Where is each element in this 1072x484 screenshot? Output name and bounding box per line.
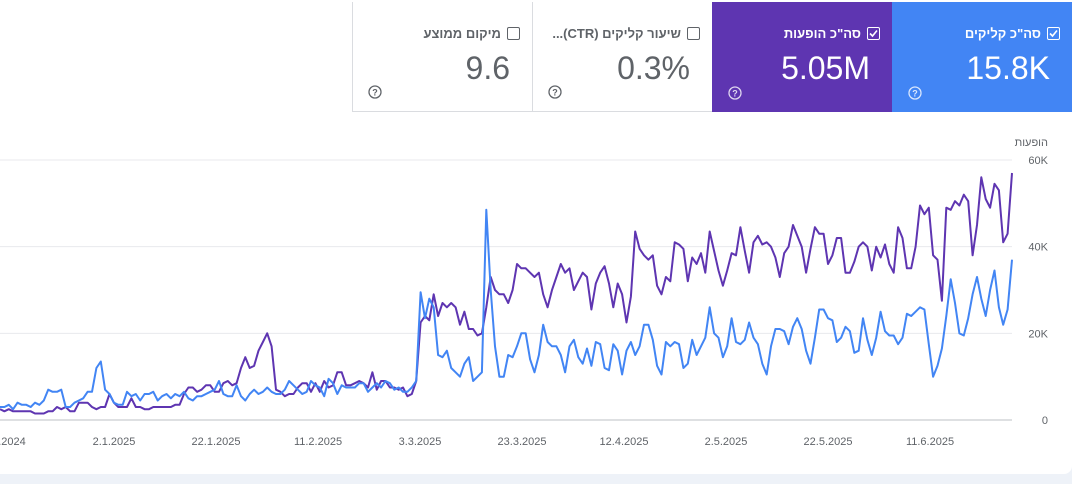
chart-series	[0, 172, 1013, 415]
metric-value-avg-position: 9.6	[465, 50, 510, 86]
checkbox-clicks[interactable]	[1047, 27, 1060, 40]
y-tick-label: 20K	[1028, 328, 1048, 340]
svg-text:?: ?	[552, 88, 558, 98]
checkbox-avg-position[interactable]	[507, 27, 520, 40]
y-axis-ticks: 0 20K 40K 60K	[1028, 155, 1048, 427]
x-tick-label: 3.3.2025	[399, 436, 442, 448]
checkbox-impressions[interactable]	[867, 27, 880, 40]
y-tick-label: 60K	[1028, 155, 1048, 167]
metric-value-clicks: 15.8K	[966, 50, 1050, 86]
x-tick-label: 11.2.2025	[294, 436, 342, 448]
checkbox-ctr[interactable]	[687, 27, 700, 40]
performance-chart[interactable]: הופעות 0 20K 40K 60K .2024 2.1.2025 22.1.2025…	[0, 120, 1072, 460]
help-icon[interactable]: ?	[548, 85, 562, 99]
x-tick-label: .2024	[0, 436, 26, 448]
check-icon	[869, 29, 878, 38]
x-tick-label: 22.5.2025	[804, 436, 853, 448]
metric-card-avg-position[interactable]: מיקום ממוצע 9.6 ?	[352, 2, 532, 112]
help-icon[interactable]: ?	[728, 86, 742, 100]
metric-card-clicks[interactable]: סה"כ קליקים 15.8K ?	[892, 2, 1072, 112]
x-tick-label: 12.4.2025	[600, 436, 649, 448]
metric-label-ctr: שיעור קליקים (CTR)...	[552, 26, 681, 41]
svg-text:?: ?	[732, 89, 738, 99]
svg-text:?: ?	[912, 89, 918, 99]
help-icon[interactable]: ?	[368, 85, 382, 99]
x-tick-label: 2.5.2025	[705, 436, 748, 448]
metric-value-impressions: 5.05M	[781, 50, 870, 86]
y-tick-label: 0	[1042, 415, 1048, 427]
performance-panel: מיקום ממוצע 9.6 ? שיעור קליקים (CTR)... …	[0, 0, 1072, 474]
svg-text:?: ?	[372, 88, 378, 98]
metric-value-ctr: 0.3%	[617, 50, 690, 86]
y-tick-label: 40K	[1028, 242, 1048, 254]
metric-cards: מיקום ממוצע 9.6 ? שיעור קליקים (CTR)... …	[352, 2, 1072, 112]
metric-card-ctr[interactable]: שיעור קליקים (CTR)... 0.3% ?	[532, 2, 712, 112]
help-icon[interactable]: ?	[908, 86, 922, 100]
series-line-clicks[interactable]	[0, 208, 1013, 411]
x-tick-label: 22.1.2025	[192, 436, 241, 448]
metric-card-impressions[interactable]: סה"כ הופעות 5.05M ?	[712, 2, 892, 112]
series-line-impressions[interactable]	[0, 172, 1013, 415]
check-icon	[1049, 29, 1058, 38]
x-axis-ticks: .2024 2.1.2025 22.1.2025 11.2.2025 3.3.2025 2…	[0, 436, 954, 448]
x-tick-label: 11.6.2025	[906, 436, 954, 448]
metric-label-impressions: סה"כ הופעות	[783, 26, 861, 41]
y-axis-title: הופעות	[1015, 137, 1048, 149]
metric-label-clicks: סה"כ קליקים	[964, 26, 1041, 41]
metric-label-avg-position: מיקום ממוצע	[423, 26, 501, 41]
x-tick-label: 2.1.2025	[93, 436, 136, 448]
chart-grid	[0, 159, 1012, 421]
x-tick-label: 23.3.2025	[498, 436, 547, 448]
